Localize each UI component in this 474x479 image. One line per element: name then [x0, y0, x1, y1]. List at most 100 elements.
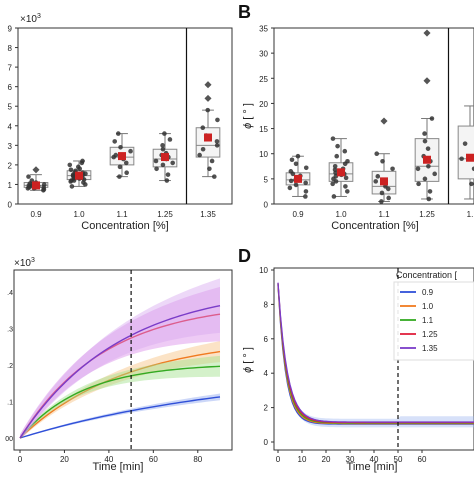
panel-c-chart: ×103 Time [min] 0 20 40 60 80 .4 .3 .2 .1 00: [5, 257, 233, 473]
panel-a-y-tick-label: 3: [8, 142, 13, 151]
panel-b-y-tick-label: 5: [264, 175, 269, 184]
panel-a-data-point: [26, 174, 31, 179]
panel-b-data-point: [422, 131, 427, 136]
panel-b-data-point: [426, 196, 432, 202]
panel-b-data-point: [333, 174, 339, 179]
panel-d-x-tick-label: 50: [394, 455, 403, 464]
panel-b-data-point: [287, 185, 293, 191]
panel-b-outlier-point: [423, 77, 431, 85]
panel-b-data-point: [422, 138, 428, 144]
panel-d-legend-title: Concentration [: [396, 270, 458, 280]
panel-a-x-tick-label: 1.25: [157, 210, 173, 219]
panel-a-mean-marker: [161, 153, 169, 162]
panel-a-y-tick-label: 4: [8, 122, 13, 131]
panel-c-x-tick-label: 20: [60, 455, 69, 464]
panel-b-data-point: [295, 153, 301, 159]
panel-b-mean-marker: [466, 153, 474, 162]
panel-b-data-point: [332, 163, 338, 169]
panel-a-data-point: [124, 170, 129, 176]
panel-b-data-point: [343, 175, 349, 181]
panel-d-legend-label: 0.9: [422, 288, 434, 297]
panel-d-legend-label: 1.0: [422, 302, 434, 311]
panel-c-series-line: [19, 313, 221, 439]
panel-c-x-tick-label: 40: [104, 455, 113, 464]
panel-a-data-point: [117, 164, 123, 170]
panel-b-data-point: [288, 178, 294, 184]
panel-a-x-label: Concentration [%]: [81, 220, 168, 232]
panel-b-data-point: [288, 169, 294, 174]
panel-d-y-tick-label: 10: [259, 266, 268, 275]
panel-d-legend-label: 1.1: [422, 316, 434, 325]
panel-a-data-point: [160, 143, 165, 148]
panel-a-data-point: [123, 160, 129, 166]
panel-b-x-tick-label: 0.9: [292, 210, 304, 219]
panel-d-x-tick-label: 30: [346, 455, 355, 464]
panel-b-y-tick-label: 30: [259, 50, 268, 59]
panel-b-data-point: [330, 181, 335, 187]
panel-b-data-point: [345, 189, 350, 194]
panel-d-legend-label: 1.25: [422, 330, 438, 339]
panel-c-series-line: [19, 304, 221, 439]
panel-a-data-point: [200, 125, 206, 131]
panel-b-data-point: [459, 156, 464, 162]
panel-b-data-point: [303, 189, 309, 194]
panel-b-data-point: [332, 167, 338, 173]
panel-a-data-point: [162, 131, 167, 136]
panel-a-data-point: [117, 174, 122, 179]
panel-a-x-tick-label: 1.35: [200, 210, 216, 219]
panel-b-data-point: [415, 166, 421, 172]
panel-d-y-tick-label: 8: [264, 300, 269, 309]
panel-a-data-point: [153, 158, 159, 164]
panel-b-data-point: [462, 141, 468, 146]
panel-c-x-tick-label: 60: [149, 455, 158, 464]
panel-b-x-label: Concentration [%]: [331, 220, 418, 232]
panel-a-mean-marker: [204, 133, 212, 142]
panel-a-data-point: [167, 137, 173, 142]
panel-b-x-tick-label: 1.25: [419, 210, 435, 219]
panel-d-y-tick-label: 6: [264, 335, 269, 344]
panel-a-data-point: [197, 152, 202, 158]
panel-b-data-point: [374, 151, 380, 157]
panel-a-outlier-point: [32, 166, 40, 174]
panel-a-data-point: [214, 143, 220, 148]
panel-a-data-point: [160, 162, 166, 168]
panel-a-data-point: [41, 182, 47, 187]
panel-a-data-point: [113, 152, 119, 158]
panel-b-y-tick-label: 35: [259, 25, 268, 34]
panel-b-data-point: [303, 165, 309, 171]
panel-b-y-tick-label: 15: [259, 125, 268, 134]
panel-b-data-point: [303, 194, 308, 199]
panel-c-series-line: [19, 350, 221, 439]
panel-d-x-tick-label: 40: [370, 455, 379, 464]
panel-c-x-tick-label: 80: [193, 455, 202, 464]
panel-c-confidence-band: [20, 355, 220, 438]
panel-d-y-label: ϕ[ ° ]: [242, 347, 254, 373]
panel-letter-d: D: [238, 246, 251, 266]
panel-a-y-tick-label: 2: [8, 161, 13, 170]
panel-b-data-point: [426, 163, 431, 169]
panel-a-x-tick-label: 1.0: [73, 210, 85, 219]
panel-a-y-tick-label: 1: [8, 181, 13, 190]
panel-b-y-tick-label: 25: [259, 75, 268, 84]
panel-a-data-point: [118, 144, 123, 150]
panel-c-x-tick-label: 0: [18, 455, 23, 464]
panel-b-mean-marker: [423, 155, 431, 164]
panel-b-frame: [273, 27, 474, 205]
panel-a-data-point: [128, 148, 133, 154]
panel-b-x-tick-label: 1.0: [335, 210, 347, 219]
panel-b-y-tick-label: 20: [259, 100, 268, 109]
panel-a-data-point: [205, 107, 211, 113]
panel-a-y-tick-label: 5: [8, 103, 13, 112]
panel-a-data-point: [207, 166, 212, 172]
panel-a-data-point: [160, 146, 166, 152]
panel-a-outlier-point: [204, 81, 212, 89]
panel-a-data-point: [75, 164, 81, 170]
panel-b-mean-marker: [294, 174, 302, 183]
panel-d-chart: ϕ[ ° ] Time [min] 0 2 4 6 8 10 0 10 20 30 40 50 60 Co…: [242, 266, 474, 473]
panel-a-x-tick-label: 0.9: [30, 210, 42, 219]
panel-a-data-point: [215, 117, 220, 123]
panel-b-data-point: [334, 153, 340, 159]
panel-b-data-point: [343, 184, 348, 189]
panel-b-data-point: [289, 157, 295, 163]
